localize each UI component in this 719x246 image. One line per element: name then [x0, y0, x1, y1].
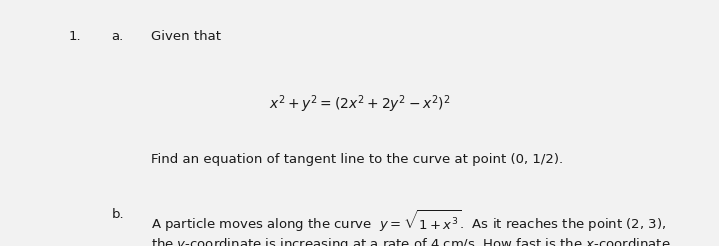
- Text: the $y$-coordinate is increasing at a rate of 4 cm/s. How fast is the $x$-coordi: the $y$-coordinate is increasing at a ra…: [151, 236, 671, 246]
- Text: Given that: Given that: [151, 30, 221, 43]
- Text: b.: b.: [111, 208, 124, 221]
- Text: A particle moves along the curve  $y = \sqrt{1 + x^3}$.  As it reaches the point: A particle moves along the curve $y = \s…: [151, 208, 667, 234]
- Text: 1.: 1.: [68, 30, 81, 43]
- Text: Find an equation of tangent line to the curve at point (0, 1/2).: Find an equation of tangent line to the …: [151, 153, 563, 166]
- Text: $x^2 + y^2 = (2x^2 + 2y^2 - x^2)^2$: $x^2 + y^2 = (2x^2 + 2y^2 - x^2)^2$: [269, 93, 450, 115]
- Text: a.: a.: [111, 30, 124, 43]
